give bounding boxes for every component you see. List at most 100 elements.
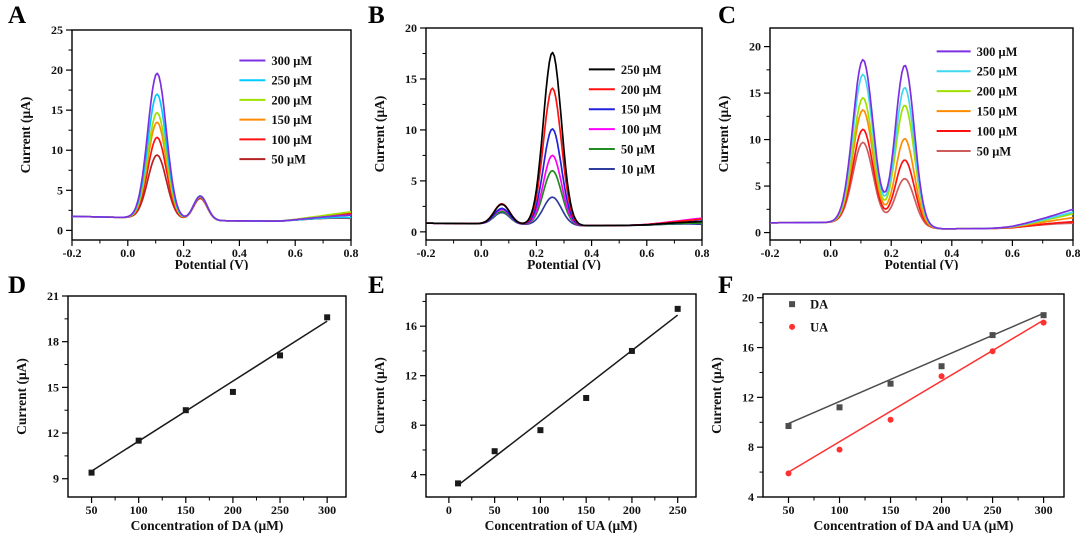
svg-text:250 μM: 250 μM [977,65,1018,79]
panel-label-D: D [8,272,27,299]
svg-text:250: 250 [984,503,1002,517]
svg-text:300 μM: 300 μM [271,54,312,68]
panel-label-B: B [368,2,385,29]
svg-text:12: 12 [742,390,754,404]
svg-text:10 μM: 10 μM [621,162,656,176]
svg-text:-0.2: -0.2 [417,246,436,260]
panel-label-A: A [8,2,27,29]
svg-text:Concentration of UA (μM): Concentration of UA (μM) [485,518,638,533]
svg-text:300: 300 [318,503,336,517]
svg-text:100: 100 [531,503,549,517]
svg-text:0.4: 0.4 [232,246,247,260]
svg-text:100: 100 [130,503,148,517]
svg-text:0.2: 0.2 [884,246,899,260]
svg-text:150: 150 [177,503,195,517]
svg-text:15: 15 [47,380,59,394]
svg-text:20: 20 [749,40,761,54]
svg-text:UA: UA [810,320,828,334]
svg-text:200: 200 [623,503,641,517]
svg-text:10: 10 [51,143,63,157]
svg-text:4: 4 [411,468,417,482]
svg-text:0: 0 [57,223,63,237]
svg-text:-0.2: -0.2 [63,246,82,260]
svg-text:8: 8 [411,418,417,432]
chart-A-dpv-da: -0.2 0.0 0.2 0.4 0.6 0.8 0 5 10 15 20 25 Potential (… [18,23,359,270]
svg-text:12: 12 [47,426,59,440]
chart-F-calibration-da-ua: 50 100 150 200 250 300 4 8 12 16 20 Concentration o… [710,291,1065,533]
svg-text:10: 10 [749,133,761,147]
svg-text:0.0: 0.0 [120,246,135,260]
chart-C-dpv-da-ua: -0.2 0.0 0.2 0.4 0.6 0.8 0 5 10 15 20 Potential (V)… [716,27,1080,270]
svg-text:100 μM: 100 μM [621,123,662,137]
svg-text:5: 5 [57,183,63,197]
svg-text:0.0: 0.0 [823,246,838,260]
svg-text:0.8: 0.8 [344,246,359,260]
svg-text:100 μM: 100 μM [271,133,312,147]
svg-text:0.2: 0.2 [529,246,544,260]
panel-F: F 50 100 150 200 250 300 4 8 12 16 20 Concentration… [710,270,1080,541]
svg-text:0.0: 0.0 [474,246,489,260]
svg-text:150 μM: 150 μM [271,113,312,127]
svg-text:250: 250 [669,503,687,517]
svg-text:-0.2: -0.2 [761,246,780,260]
svg-text:16: 16 [742,341,754,355]
svg-text:0: 0 [755,226,761,240]
svg-text:0: 0 [446,503,452,517]
svg-text:150 μM: 150 μM [621,103,662,117]
svg-text:200 μM: 200 μM [621,83,662,97]
panel-B: B -0.2 0.0 0.2 0.4 0.6 0.8 0 5 10 15 20 Potential (… [360,0,710,270]
svg-text:9: 9 [53,472,59,486]
panel-label-E: E [368,272,385,299]
panel-C: C -0.2 0.0 0.2 0.4 0.6 0.8 0 5 10 15 20 Potential (… [710,0,1080,270]
svg-text:50 μM: 50 μM [271,153,306,167]
svg-text:8: 8 [748,440,754,454]
svg-text:0.4: 0.4 [584,246,599,260]
svg-text:300: 300 [1035,503,1053,517]
svg-text:Current (μA): Current (μA) [18,97,33,174]
svg-text:4: 4 [748,490,754,504]
svg-text:150 μM: 150 μM [977,105,1018,119]
svg-text:20: 20 [742,291,754,305]
svg-text:0.4: 0.4 [944,246,959,260]
svg-text:50: 50 [86,503,98,517]
svg-text:20: 20 [405,21,417,35]
svg-text:Potential (V): Potential (V) [175,257,249,270]
svg-text:50: 50 [489,503,501,517]
panel-D: D 50 100 150 200 250 300 9 12 15 18 21 Concentratio… [0,270,360,541]
svg-text:50 μM: 50 μM [977,144,1012,158]
svg-text:200: 200 [933,503,951,517]
svg-text:15: 15 [405,72,417,86]
svg-text:20: 20 [51,63,63,77]
chart-B-dpv-ua: -0.2 0.0 0.2 0.4 0.6 0.8 0 5 10 15 20 Potential (V)… [372,21,710,270]
svg-text:10: 10 [405,123,417,137]
svg-text:0.8: 0.8 [695,246,710,260]
svg-text:DA: DA [810,298,828,312]
svg-text:200: 200 [224,503,242,517]
svg-text:18: 18 [47,335,59,349]
svg-text:200 μM: 200 μM [977,85,1018,99]
svg-text:0.2: 0.2 [176,246,191,260]
svg-text:15: 15 [51,103,63,117]
svg-text:Concentration of DA and UA (μM: Concentration of DA and UA (μM) [813,518,1013,533]
svg-text:200 μM: 200 μM [271,93,312,107]
svg-text:Current (μA): Current (μA) [14,358,29,435]
svg-text:12: 12 [405,369,417,383]
svg-text:50: 50 [783,503,795,517]
svg-text:100: 100 [831,503,849,517]
svg-text:0.6: 0.6 [639,246,654,260]
panel-E: E 0 50 100 150 200 250 4 8 12 16 Concentration of … [360,270,710,541]
svg-text:21: 21 [47,289,59,303]
svg-text:300 μM: 300 μM [977,45,1018,59]
svg-text:150: 150 [882,503,900,517]
panel-A: A -0.2 0.0 0.2 0.4 0.6 0.8 0 5 10 15 20 25 Potential… [0,0,360,270]
svg-text:250: 250 [271,503,289,517]
svg-text:250 μM: 250 μM [271,74,312,88]
svg-text:Current (μA): Current (μA) [710,357,724,434]
svg-text:0.6: 0.6 [288,246,303,260]
panel-label-F: F [718,272,734,299]
svg-text:100 μM: 100 μM [977,125,1018,139]
chart-D-calibration-da: 50 100 150 200 250 300 9 12 15 18 21 Concentration … [14,289,347,533]
svg-text:Concentration of DA (μM): Concentration of DA (μM) [131,518,284,533]
svg-text:Current (μA): Current (μA) [716,96,731,173]
